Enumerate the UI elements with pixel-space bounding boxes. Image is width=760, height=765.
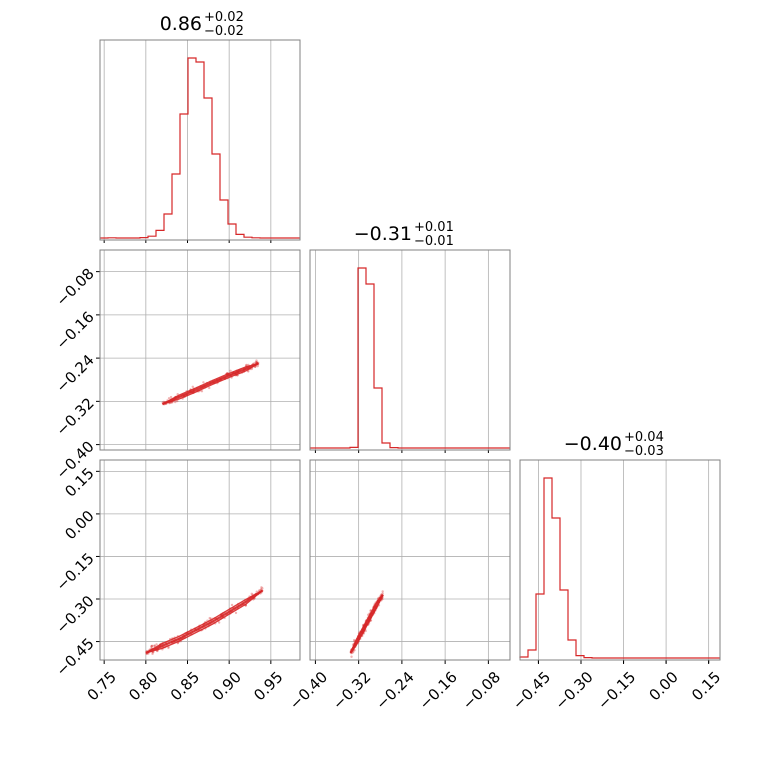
sample-point xyxy=(230,603,234,607)
sample-point xyxy=(167,397,171,400)
sample-point xyxy=(353,649,356,652)
title-value: 0.86 xyxy=(160,13,202,35)
sample-point xyxy=(153,644,156,647)
density-contour xyxy=(145,589,263,654)
title-minus: −0.02 xyxy=(204,24,244,39)
sample-point xyxy=(208,386,211,390)
sample-point xyxy=(200,389,204,393)
sample-point xyxy=(153,644,156,648)
x-tick-label: −0.24 xyxy=(372,668,417,713)
sample-point xyxy=(176,399,179,403)
sample-point xyxy=(167,646,170,650)
x-tick-label: −0.08 xyxy=(459,668,504,713)
panel-frame xyxy=(99,459,301,661)
title-minus: −0.03 xyxy=(624,444,664,459)
sample-point xyxy=(151,652,154,656)
panel-0-0 xyxy=(99,39,301,243)
histogram-step-2 xyxy=(519,477,720,659)
x-tick-label: −0.40 xyxy=(286,668,331,713)
panel-1-0 xyxy=(96,249,301,451)
panel-frame xyxy=(519,459,721,661)
sample-point xyxy=(364,629,367,633)
sample-point xyxy=(255,590,258,593)
y-tick-label: −0.24 xyxy=(52,351,97,396)
sample-point xyxy=(150,645,153,648)
density-contour xyxy=(145,589,263,654)
sample-point xyxy=(150,644,154,648)
y-tick-label: −0.16 xyxy=(52,308,97,353)
sample-point xyxy=(208,616,211,620)
histogram-step-1 xyxy=(310,267,510,449)
panel-1-1 xyxy=(309,249,511,453)
y-tick-label: −0.45 xyxy=(52,634,97,679)
scatter-points xyxy=(145,586,264,656)
x-tick-label: 0.00 xyxy=(645,668,681,704)
sample-point xyxy=(254,360,258,364)
panel-title-2: −0.40 +0.04−0.03 xyxy=(564,430,664,459)
panel-frame xyxy=(99,39,301,241)
x-tick-label: −0.30 xyxy=(552,668,597,713)
title-plus: +0.02 xyxy=(204,10,244,25)
panel-2-0 xyxy=(96,459,301,664)
sample-point xyxy=(250,592,253,596)
x-tick-label: −0.32 xyxy=(329,668,374,713)
y-tick-label: −0.32 xyxy=(52,394,97,439)
sample-point xyxy=(247,370,250,373)
sample-point xyxy=(150,644,154,648)
panel-frame xyxy=(309,249,511,451)
sample-point xyxy=(381,590,384,593)
x-tick-label: −0.16 xyxy=(416,668,461,713)
sample-point xyxy=(191,385,194,389)
x-tick-label: 0.90 xyxy=(209,668,245,704)
x-tick-label: 0.95 xyxy=(250,668,286,704)
density-contour xyxy=(145,589,264,654)
scatter-points xyxy=(161,359,260,406)
panel-title-0: 0.86 +0.02−0.02 xyxy=(160,10,244,39)
y-tick-label: 0.00 xyxy=(61,507,97,543)
sample-point xyxy=(229,369,232,372)
title-plus: +0.01 xyxy=(414,220,454,235)
x-tick-label: 0.75 xyxy=(84,668,120,704)
panel-2-1 xyxy=(309,459,511,664)
x-tick-label: −0.45 xyxy=(509,668,554,713)
sample-point xyxy=(261,587,264,590)
y-tick-label: −0.08 xyxy=(52,265,97,310)
scatter-points xyxy=(349,590,384,658)
sample-point xyxy=(202,381,205,384)
sample-point xyxy=(234,611,238,615)
sample-point xyxy=(245,363,248,367)
y-tick-label: −0.30 xyxy=(52,592,97,637)
sample-point xyxy=(260,586,263,589)
panel-frame xyxy=(99,249,301,451)
y-tick-label: −0.15 xyxy=(52,549,97,594)
density-contour xyxy=(349,594,384,654)
sample-point xyxy=(217,621,221,624)
title-minus: −0.01 xyxy=(414,234,454,249)
sample-point xyxy=(255,359,258,362)
sample-point xyxy=(350,655,353,658)
x-tick-label: 0.80 xyxy=(125,668,161,704)
density-contour xyxy=(162,362,259,405)
sample-point xyxy=(169,395,173,399)
sample-point xyxy=(174,400,177,404)
panel-title-1: −0.31 +0.01−0.01 xyxy=(354,220,454,249)
panel-2-2 xyxy=(519,459,721,664)
x-tick-label: 0.15 xyxy=(688,668,724,704)
x-tick-label: 0.85 xyxy=(167,668,203,704)
histogram-step-0 xyxy=(100,57,300,239)
density-contour xyxy=(162,362,259,405)
sample-point xyxy=(256,364,259,368)
title-value: −0.31 xyxy=(354,223,412,245)
sample-point xyxy=(353,638,356,642)
sample-point xyxy=(155,643,158,646)
panel-frame xyxy=(309,459,511,661)
x-tick-label: −0.15 xyxy=(594,668,639,713)
title-value: −0.40 xyxy=(564,433,622,455)
density-contour xyxy=(162,362,259,406)
title-plus: +0.04 xyxy=(624,430,664,445)
density-contour xyxy=(349,594,384,654)
density-contour xyxy=(349,594,384,654)
